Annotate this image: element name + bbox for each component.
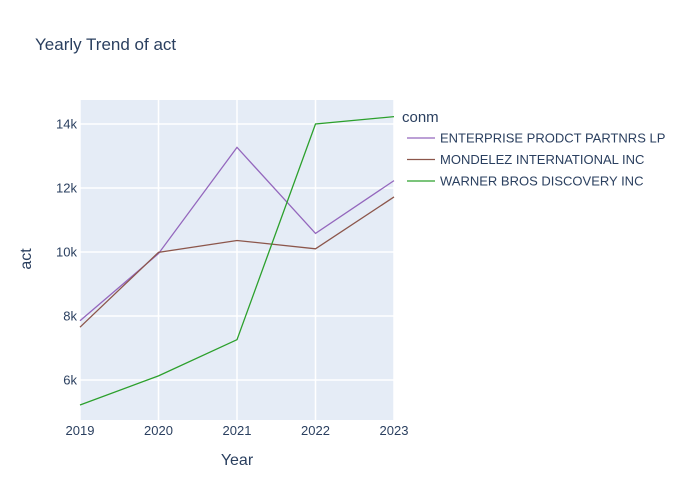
legend-label: WARNER BROS DISCOVERY INC bbox=[440, 174, 643, 189]
y-tick-label: 14k bbox=[56, 117, 77, 132]
chart-title: Yearly Trend of act bbox=[35, 35, 176, 54]
series-line bbox=[79, 115, 395, 406]
y-tick-label: 6k bbox=[63, 373, 77, 388]
legend-item[interactable]: WARNER BROS DISCOVERY INC bbox=[407, 174, 643, 189]
legend: conm ENTERPRISE PRODCT PARTNRS LP MONDELE… bbox=[402, 109, 665, 189]
legend-title: conm bbox=[402, 109, 439, 126]
x-tick-label: 2022 bbox=[301, 423, 330, 438]
legend-item[interactable]: MONDELEZ INTERNATIONAL INC bbox=[407, 152, 644, 167]
legend-label: MONDELEZ INTERNATIONAL INC bbox=[440, 152, 644, 167]
legend-item[interactable]: ENTERPRISE PRODCT PARTNRS LP bbox=[407, 131, 665, 146]
gridlines bbox=[79, 100, 395, 420]
x-tick-label: 2019 bbox=[66, 423, 95, 438]
y-tick-label: 10k bbox=[56, 245, 77, 260]
series-line bbox=[79, 196, 395, 328]
y-tick-label: 12k bbox=[56, 181, 77, 196]
y-axis-title: act bbox=[18, 248, 35, 270]
y-tick-label: 8k bbox=[63, 309, 77, 324]
x-axis-title: Year bbox=[221, 452, 254, 469]
legend-label: ENTERPRISE PRODCT PARTNRS LP bbox=[440, 131, 665, 146]
x-tick-label: 2021 bbox=[223, 423, 252, 438]
x-tick-label: 2023 bbox=[380, 423, 409, 438]
x-axis-ticks: 2019 2020 2021 2022 2023 bbox=[66, 423, 409, 438]
x-tick-label: 2020 bbox=[144, 423, 173, 438]
series-lines bbox=[79, 115, 395, 406]
series-line bbox=[79, 146, 395, 322]
y-axis-ticks: 6k 8k 10k 12k 14k bbox=[56, 117, 77, 388]
